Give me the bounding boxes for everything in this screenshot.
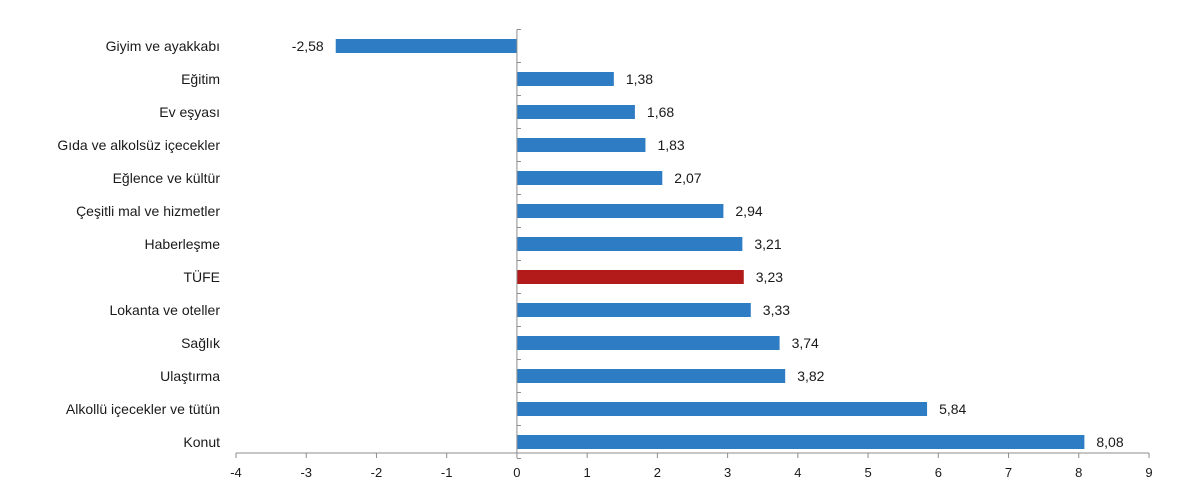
category-label: Alkollü içecekler ve tütün	[66, 401, 220, 417]
bar	[516, 105, 635, 119]
bar	[516, 435, 1085, 449]
value-label: 2,07	[674, 170, 701, 186]
category-label: Haberleşme	[145, 236, 221, 252]
bar	[516, 72, 614, 86]
bar	[516, 369, 786, 383]
value-label: 8,08	[1096, 434, 1123, 450]
category-label: Eğlence ve kültür	[113, 170, 221, 186]
category-label: Konut	[183, 434, 220, 450]
bar	[516, 138, 646, 152]
category-label: TÜFE	[183, 268, 220, 285]
category-label: Çeşitli mal ve hizmetler	[76, 203, 220, 219]
value-label: 3,23	[756, 269, 783, 285]
value-label: 1,38	[626, 71, 653, 87]
value-label: 3,33	[763, 302, 790, 318]
x-tick-label: -2	[371, 465, 383, 480]
value-label: 3,21	[754, 236, 781, 252]
category-label: Giyim ve ayakkabı	[106, 38, 220, 54]
value-label: 1,68	[647, 104, 674, 120]
x-tick-label: 8	[1075, 465, 1082, 480]
value-label: 3,82	[797, 368, 824, 384]
x-tick-label: 2	[654, 465, 661, 480]
x-tick-label: 1	[584, 465, 591, 480]
bar	[335, 39, 517, 53]
x-tick-label: 0	[513, 465, 520, 480]
category-label: Ev eşyası	[159, 104, 220, 120]
bar	[516, 270, 744, 284]
category-label: Sağlık	[181, 335, 221, 351]
x-tick-label: 7	[1005, 465, 1012, 480]
value-label: 2,94	[735, 203, 762, 219]
bar	[516, 237, 743, 251]
bar	[516, 336, 780, 350]
category-label: Gıda ve alkolsüz içecekler	[57, 137, 220, 153]
x-tick-label: 3	[724, 465, 731, 480]
x-tick-label: -4	[230, 465, 242, 480]
bar	[516, 303, 751, 317]
x-tick-label: 9	[1145, 465, 1152, 480]
value-label: 3,74	[792, 335, 819, 351]
x-tick-label: -3	[300, 465, 312, 480]
category-label: Eğitim	[181, 71, 220, 87]
category-label: Ulaştırma	[160, 368, 220, 384]
x-tick-label: 4	[794, 465, 801, 480]
value-label: -2,58	[292, 38, 324, 54]
bar	[516, 402, 928, 416]
value-label: 5,84	[939, 401, 966, 417]
bar	[516, 171, 663, 185]
value-label: 1,83	[657, 137, 684, 153]
category-label: Lokanta ve oteller	[109, 302, 220, 318]
x-tick-label: 6	[935, 465, 942, 480]
x-tick-label: -1	[441, 465, 453, 480]
x-tick-label: 5	[864, 465, 871, 480]
bar	[516, 204, 724, 218]
